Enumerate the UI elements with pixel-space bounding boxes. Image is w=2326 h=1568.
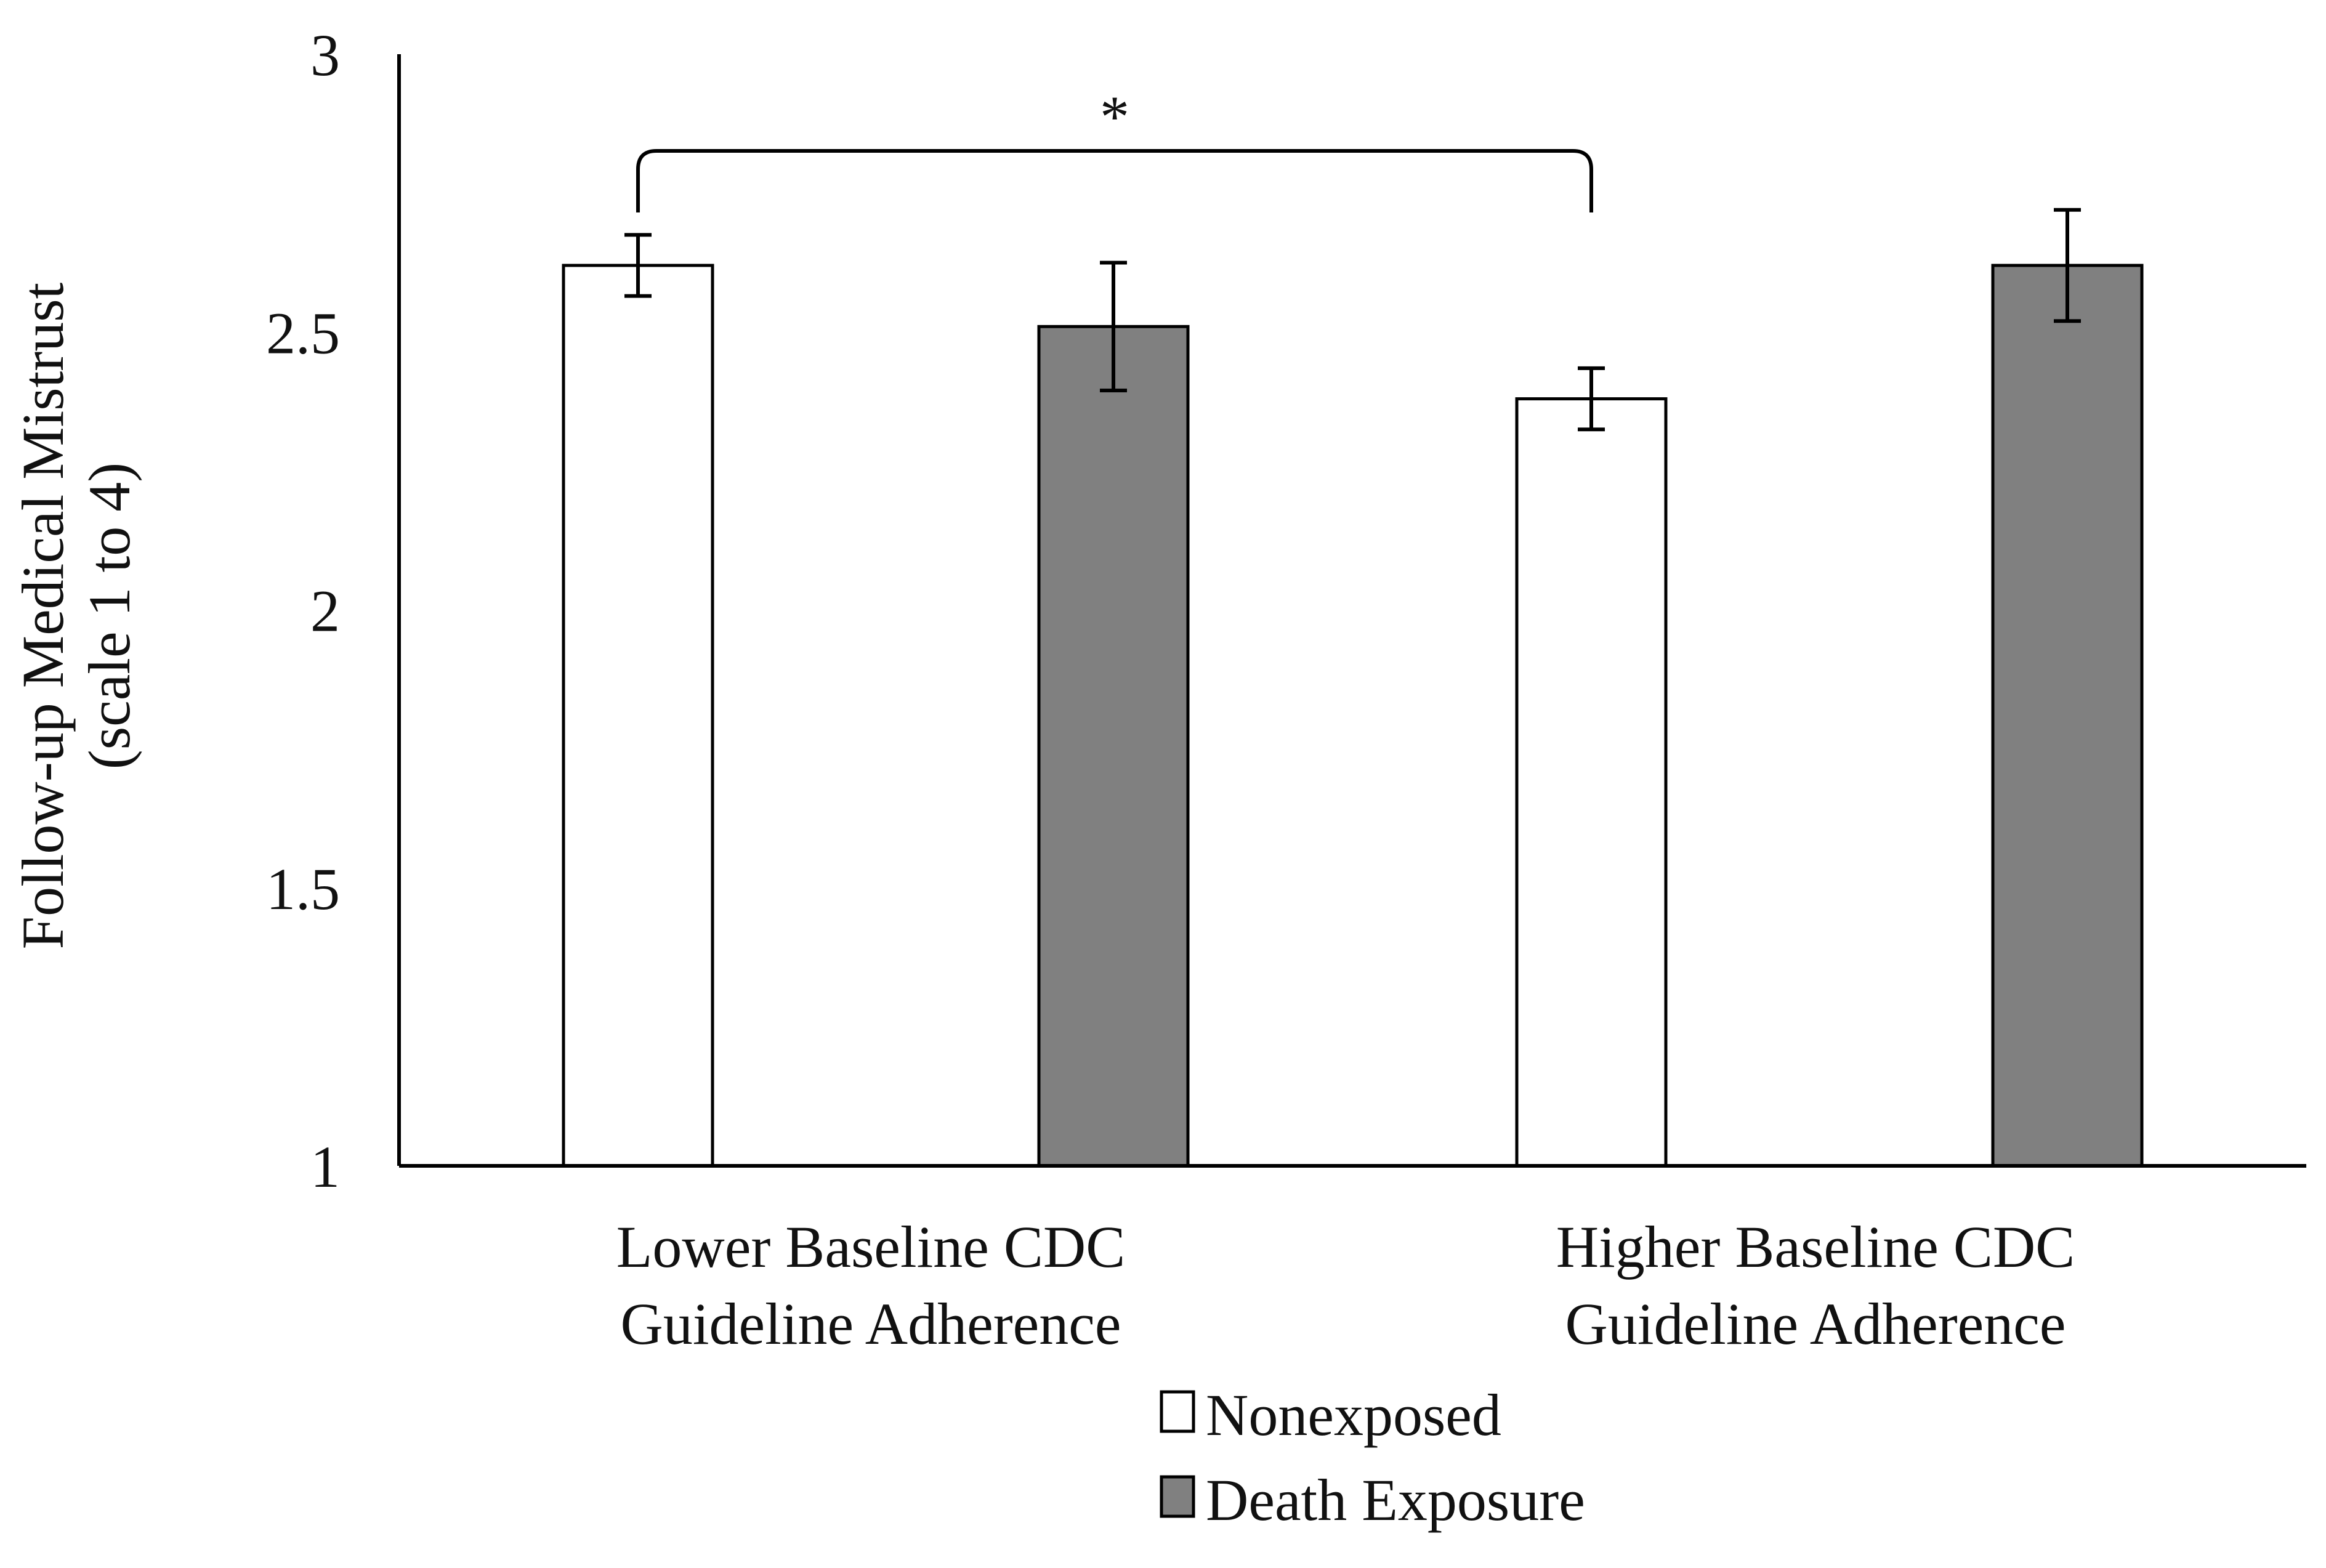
y-tick-label: 1 [310,1134,340,1200]
bar-nonexposed-0 [562,264,714,1168]
annotations-layer: * [636,84,1593,212]
legend-swatch-death-exposure [1160,1475,1195,1518]
error-bar-death-exposure-0 [1100,261,1127,393]
category-label: Guideline Adherence [1565,1291,2066,1357]
significance-bracket [636,149,1593,212]
bar-nonexposed-1 [1515,397,1668,1168]
significance-star: * [1100,84,1129,150]
axes-layer [397,54,2306,1168]
y-axis-label-line2: (scale 1 to 4) [76,463,142,769]
y-tick-labels: 1 1.5 2 2.5 3 [266,22,340,1200]
legend: Nonexposed Death Exposure [1160,1382,1585,1533]
legend-label: Nonexposed [1206,1382,1501,1448]
category-label: Lower Baseline CDC [616,1214,1126,1280]
error-bars-layer [624,208,2081,432]
error-bar-nonexposed-0 [624,233,652,298]
y-tick-label: 2.5 [266,300,340,366]
bar-death-exposure-1 [1991,264,2144,1168]
category-label: Higher Baseline CDC [1556,1214,2075,1280]
y-axis-label: Follow-up Medical Mistrust [10,282,76,949]
legend-swatch-nonexposed [1160,1390,1195,1433]
category-label: Guideline Adherence [621,1291,1121,1357]
bar-death-exposure-0 [1037,325,1190,1168]
y-tick-label: 2 [310,578,340,644]
error-bar-nonexposed-1 [1578,366,1605,432]
bars-layer [562,264,2144,1168]
category-labels: Lower Baseline CDC Guideline Adherence Hig… [616,1214,2075,1357]
legend-label: Death Exposure [1206,1467,1585,1533]
y-tick-label: 3 [310,22,340,88]
y-axis-title-group: Follow-up Medical Mistrust (scale 1 to 4… [10,282,142,949]
error-bar-death-exposure-1 [2054,208,2081,323]
y-tick-label: 1.5 [266,856,340,922]
